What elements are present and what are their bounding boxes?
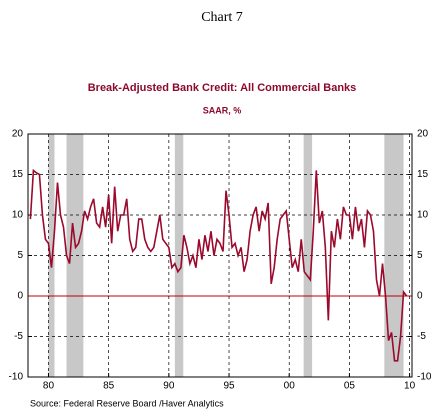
y2-tick-label: 10 bbox=[417, 210, 429, 221]
chart-subtitle: SAAR, % bbox=[203, 105, 242, 115]
y-tick-label: 10 bbox=[12, 210, 24, 221]
recession-shade bbox=[303, 134, 313, 377]
y2-tick-label: 0 bbox=[417, 291, 423, 302]
y-tick-label: 15 bbox=[12, 169, 24, 180]
chart-title: Break-Adjusted Bank Credit: All Commerci… bbox=[88, 82, 357, 94]
plot-frame bbox=[27, 133, 413, 378]
y-tick-label: -5 bbox=[14, 331, 23, 342]
y2-tick-label: -5 bbox=[417, 331, 426, 342]
y-tick-label: 5 bbox=[17, 250, 23, 261]
source-note: Source: Federal Reserve Board /Haver Ana… bbox=[30, 398, 224, 408]
x-tick-label: 85 bbox=[103, 381, 115, 392]
y2-tick-label: 5 bbox=[417, 250, 423, 261]
x-tick-label: 10 bbox=[404, 381, 416, 392]
x-tick-label: 00 bbox=[284, 381, 296, 392]
data-line bbox=[29, 168, 408, 362]
x-tick-label: 90 bbox=[163, 381, 175, 392]
y-tick-label: 0 bbox=[17, 291, 23, 302]
y-tick-label: 20 bbox=[12, 129, 24, 140]
y2-tick-label: -10 bbox=[417, 372, 432, 383]
x-tick-label: 95 bbox=[223, 381, 235, 392]
y2-tick-label: 20 bbox=[417, 129, 429, 140]
x-tick-label: 05 bbox=[344, 381, 356, 392]
page-title: Chart 7 bbox=[201, 10, 243, 25]
recession-shade bbox=[384, 134, 404, 377]
recession-shade bbox=[66, 134, 84, 377]
recession-shade bbox=[48, 134, 55, 377]
y2-tick-label: 15 bbox=[417, 169, 429, 180]
y-tick-label: -10 bbox=[9, 372, 24, 383]
x-tick-label: 80 bbox=[43, 381, 55, 392]
